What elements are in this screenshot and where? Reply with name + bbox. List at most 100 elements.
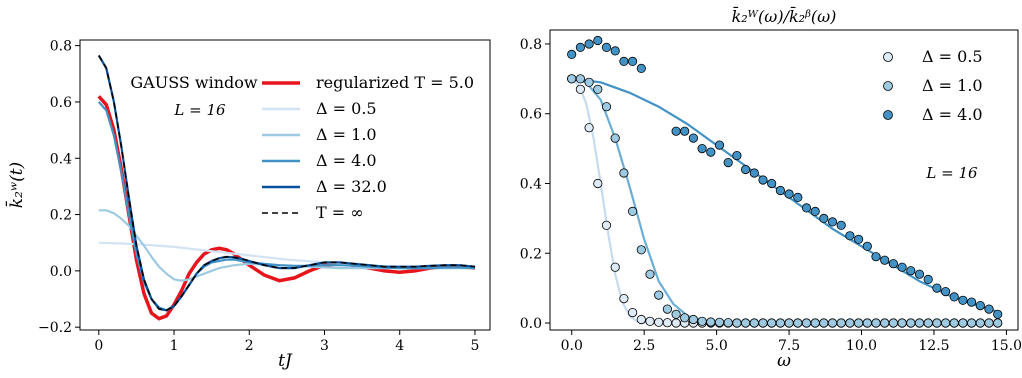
right-point-s1 — [932, 318, 942, 328]
right-legend-label-2: Δ = 4.0 — [922, 105, 983, 124]
right-point-s1 — [897, 318, 907, 328]
right-legend-label-1: Δ = 1.0 — [922, 76, 983, 95]
right-point-s1 — [993, 318, 1003, 328]
right-point-s2 — [862, 241, 872, 251]
right-point-s2 — [636, 63, 646, 74]
right-point-s2 — [732, 151, 742, 161]
right-point-s1 — [862, 318, 872, 328]
right-point-s2 — [871, 252, 881, 262]
legend-label-1: Δ = 0.5 — [316, 99, 377, 118]
right-point-s1 — [697, 316, 707, 326]
right-x-tick-label: 2.5 — [633, 338, 655, 354]
right-point-s1 — [723, 318, 733, 328]
right-point-s2 — [793, 192, 803, 202]
left-x-tick-label: 0 — [94, 338, 103, 354]
left-x-tick-label: 2 — [245, 338, 254, 354]
right-point-s2 — [775, 185, 786, 196]
right-point-s2 — [897, 262, 907, 272]
right-point-s2 — [706, 147, 716, 157]
right-point-s2 — [966, 297, 977, 307]
left-legend-entries: regularized T = 5.0 Δ = 0.5 Δ = 1.0 Δ = 4.0… — [262, 73, 474, 222]
right-point-s1 — [654, 290, 664, 300]
right-point-s1 — [853, 318, 864, 328]
right-point-s1 — [680, 313, 690, 323]
right-point-s1 — [671, 309, 681, 319]
right-point-s1 — [584, 77, 594, 87]
left-panel: 0 1 2 3 4 5 −0.2 0.0 0.2 0.4 0.6 0.8 tJ k̄₂ʷ(t) GA… — [4, 39, 491, 371]
left-series-group — [97, 54, 476, 321]
right-point-s0 — [593, 178, 603, 189]
left-series-line-0 — [97, 95, 476, 321]
left-x-ticks: 0 1 2 3 4 5 — [94, 330, 479, 354]
right-point-s1 — [627, 206, 638, 216]
right-point-s2 — [567, 49, 577, 60]
right-legend-marker-2 — [883, 110, 893, 120]
right-point-s1 — [810, 318, 820, 328]
right-point-s2 — [740, 164, 751, 175]
left-y-tick-label: 0.4 — [50, 151, 72, 167]
right-point-s2 — [819, 213, 829, 223]
right-points-group — [567, 35, 1003, 328]
left-y-axis-label: k̄₂ʷ(t) — [4, 162, 27, 208]
right-point-s2 — [627, 56, 638, 67]
right-x-axis-label: ω — [777, 351, 791, 371]
right-point-s1 — [888, 318, 899, 328]
right-point-s1 — [688, 314, 699, 325]
left-x-tick-label: 4 — [395, 338, 404, 354]
right-panel: k̄₂ᵂ(ω)/k̄₂ᵝ(ω) 0.0 2.5 5.0 7.5 10.0 12.5 15.0… — [520, 5, 1022, 371]
left-y-tick-label: 0.6 — [50, 95, 72, 111]
right-point-s0 — [662, 318, 673, 328]
right-y-tick-label: 0.2 — [520, 246, 542, 262]
right-point-s1 — [819, 318, 829, 328]
right-point-s0 — [575, 84, 586, 94]
right-point-s2 — [975, 300, 985, 311]
right-point-s1 — [906, 318, 916, 328]
right-point-s2 — [984, 304, 994, 314]
right-point-s2 — [888, 259, 899, 269]
right-point-s2 — [949, 292, 959, 302]
right-point-s2 — [697, 144, 707, 154]
right-point-s2 — [601, 42, 612, 53]
right-point-s1 — [836, 318, 846, 328]
right-x-tick-label: 5.0 — [705, 338, 727, 354]
right-point-s1 — [767, 318, 777, 328]
right-x-tick-label: 7.5 — [778, 338, 800, 354]
right-legend-marker-0 — [883, 52, 893, 62]
left-plot-frame — [79, 39, 491, 331]
right-point-s1 — [749, 318, 759, 328]
right-point-s0 — [627, 307, 638, 318]
right-point-s1 — [567, 74, 577, 84]
right-point-s2 — [584, 39, 594, 49]
right-point-s1 — [845, 318, 855, 328]
left-y-ticks: −0.2 0.0 0.2 0.4 0.6 0.8 — [38, 39, 80, 336]
right-point-s2 — [619, 56, 629, 67]
right-point-s2 — [827, 217, 838, 227]
right-point-s0 — [601, 220, 612, 230]
left-y-tick-label: 0.8 — [50, 39, 72, 55]
right-x-tick-label: 15.0 — [991, 338, 1022, 354]
right-point-s1 — [714, 317, 725, 327]
right-legend-label-0: Δ = 0.5 — [922, 47, 983, 66]
right-point-s2 — [593, 35, 603, 46]
left-y-tick-label: 0.2 — [50, 208, 72, 224]
right-x-tick-label: 12.5 — [918, 338, 949, 354]
right-point-s2 — [749, 168, 759, 178]
right-point-s2 — [906, 266, 916, 276]
right-point-s1 — [645, 269, 655, 279]
left-x-tick-label: 3 — [320, 338, 329, 354]
right-point-s2 — [932, 283, 942, 293]
left-series-line-2 — [98, 209, 475, 282]
right-point-s1 — [801, 318, 812, 328]
right-point-s2 — [723, 158, 733, 168]
right-point-s0 — [654, 317, 664, 327]
right-annotation: L = 16 — [925, 164, 978, 182]
right-point-s1 — [958, 318, 968, 328]
right-point-s2 — [784, 189, 794, 199]
right-title: k̄₂ᵂ(ω)/k̄₂ᵝ(ω) — [732, 5, 837, 26]
right-legend: Δ = 0.5 Δ = 1.0 Δ = 4.0 — [883, 47, 983, 124]
right-point-s1 — [940, 318, 951, 328]
right-y-tick-label: 0.6 — [520, 107, 542, 123]
legend-title: GAUSS window — [130, 73, 258, 92]
left-x-axis-label: tJ — [278, 351, 293, 371]
right-point-s2 — [758, 175, 768, 185]
